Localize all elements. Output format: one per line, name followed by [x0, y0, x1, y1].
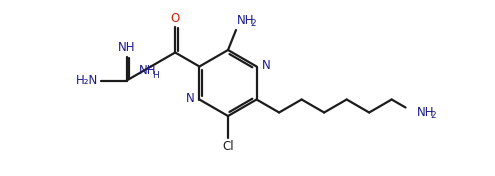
- Text: N: N: [186, 92, 195, 105]
- Text: NH: NH: [139, 64, 157, 77]
- Text: NH: NH: [237, 14, 254, 27]
- Text: H₂N: H₂N: [75, 74, 98, 87]
- Text: NH: NH: [417, 106, 435, 119]
- Text: Cl: Cl: [222, 140, 234, 153]
- Text: 2: 2: [430, 111, 436, 120]
- Text: 2: 2: [250, 20, 255, 29]
- Text: O: O: [171, 12, 180, 25]
- Text: NH: NH: [118, 41, 136, 54]
- Text: N: N: [261, 59, 270, 72]
- Text: H: H: [152, 71, 159, 80]
